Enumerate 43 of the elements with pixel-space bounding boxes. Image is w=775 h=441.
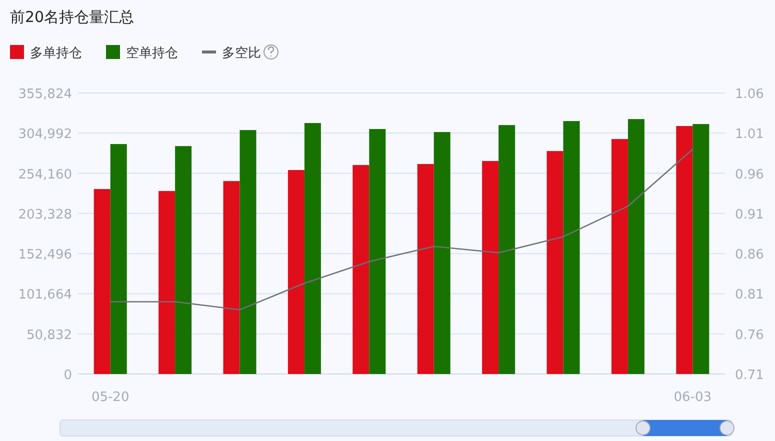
y-tick-label: 101,664 [18,288,72,303]
x-tick-label: 06-03 [674,390,712,405]
bar [546,151,564,374]
y2-tick-label: 0.86 [735,248,764,263]
y-tick-label: 355,824 [18,87,72,102]
bar [692,124,710,374]
bar [563,121,580,374]
bar [628,119,644,374]
y2-tick-label: 0.76 [735,328,764,343]
y2-tick-label: 0.96 [735,167,764,182]
y-tick-label: 0 [64,368,72,383]
line-series [110,148,694,310]
y2-tick-label: 0.91 [735,207,764,222]
bar [158,191,176,374]
bar [110,144,127,374]
bar [611,139,628,374]
y2-tick-label: 1.01 [735,127,764,142]
bar [676,126,693,374]
bar [288,170,304,374]
y2-tick-label: 1.06 [735,87,764,102]
bar [369,129,386,374]
x-tick-label: 05-20 [91,390,130,405]
bar [304,123,321,374]
y2-tick-label: 0.71 [735,368,764,383]
bar [482,161,499,374]
bar [417,164,434,374]
bar [94,189,110,374]
bar [240,130,256,374]
y-tick-label: 50,832 [26,328,72,343]
legend-label: 空单持仓 [126,46,178,61]
bar [223,181,240,374]
y-tick-label: 304,992 [18,127,72,142]
bar [434,132,450,374]
y-tick-label: 203,328 [18,207,72,222]
bar [352,165,370,374]
bar [175,146,192,374]
legend-label: 多单持仓 [30,46,82,61]
y-tick-label: 152,496 [18,248,72,263]
chart-title: 前20名持仓量汇总 [10,8,134,26]
legend-label: 多空比 [222,46,261,61]
bar [498,125,516,374]
y2-tick-label: 0.81 [735,288,764,303]
y-tick-label: 254,160 [18,167,72,182]
